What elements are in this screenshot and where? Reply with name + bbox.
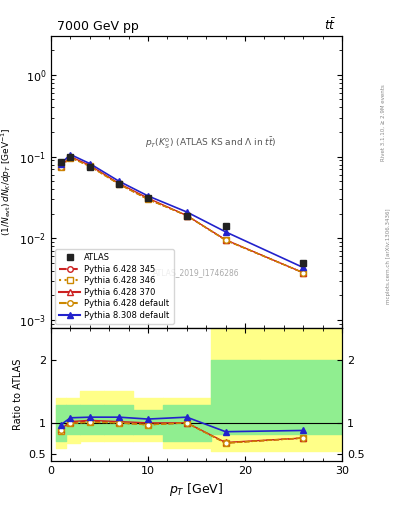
ATLAS <box>146 195 151 201</box>
Pythia 8.308 default <box>146 193 151 199</box>
ATLAS <box>59 159 63 165</box>
Pythia 6.428 346 <box>88 163 92 169</box>
Legend: ATLAS, Pythia 6.428 345, Pythia 6.428 346, Pythia 6.428 370, Pythia 6.428 defaul: ATLAS, Pythia 6.428 345, Pythia 6.428 34… <box>55 249 174 324</box>
Line: ATLAS: ATLAS <box>57 154 307 266</box>
Pythia 6.428 370 <box>223 237 228 243</box>
Pythia 8.308 default <box>88 161 92 167</box>
Pythia 6.428 370 <box>146 195 151 201</box>
Text: mcplots.cern.ch [arXiv:1306.3436]: mcplots.cern.ch [arXiv:1306.3436] <box>386 208 391 304</box>
Pythia 6.428 370 <box>301 270 305 276</box>
Pythia 6.428 346 <box>59 164 63 170</box>
Pythia 8.308 default <box>223 229 228 235</box>
Pythia 8.308 default <box>184 209 189 215</box>
Pythia 6.428 default <box>223 237 228 243</box>
Pythia 6.428 345 <box>184 212 189 219</box>
Pythia 6.428 default <box>117 181 121 187</box>
Line: Pythia 6.428 default: Pythia 6.428 default <box>58 155 306 275</box>
Pythia 8.308 default <box>59 161 63 167</box>
ATLAS <box>88 164 92 170</box>
Pythia 8.308 default <box>301 264 305 270</box>
Pythia 6.428 346 <box>146 196 151 202</box>
Pythia 6.428 default <box>68 155 73 161</box>
Pythia 6.428 346 <box>223 237 228 243</box>
Line: Pythia 6.428 370: Pythia 6.428 370 <box>58 154 306 275</box>
ATLAS <box>117 181 121 187</box>
Pythia 6.428 370 <box>88 162 92 168</box>
Text: ATLAS_2019_I1746286: ATLAS_2019_I1746286 <box>153 268 240 278</box>
Text: $p_T(K^0_S)$ (ATLAS KS and $\Lambda$ in $t\bar{t}$): $p_T(K^0_S)$ (ATLAS KS and $\Lambda$ in … <box>145 136 277 152</box>
Pythia 6.428 370 <box>59 163 63 169</box>
X-axis label: $p_T$ [GeV]: $p_T$ [GeV] <box>169 481 224 498</box>
ATLAS <box>184 212 189 219</box>
Pythia 6.428 370 <box>117 180 121 186</box>
Pythia 6.428 345 <box>68 154 73 160</box>
Pythia 6.428 345 <box>146 196 151 202</box>
Y-axis label: Ratio to ATLAS: Ratio to ATLAS <box>13 359 23 430</box>
Pythia 6.428 default <box>146 196 151 202</box>
Pythia 6.428 346 <box>117 181 121 187</box>
Pythia 6.428 345 <box>117 181 121 187</box>
Pythia 6.428 346 <box>68 155 73 161</box>
Pythia 6.428 default <box>59 164 63 170</box>
ATLAS <box>68 154 73 160</box>
Pythia 6.428 345 <box>59 164 63 170</box>
Pythia 6.428 345 <box>88 163 92 169</box>
Pythia 8.308 default <box>117 178 121 184</box>
Pythia 6.428 345 <box>301 270 305 276</box>
Text: 7000 GeV pp: 7000 GeV pp <box>57 20 139 33</box>
Pythia 6.428 346 <box>184 212 189 219</box>
ATLAS <box>223 223 228 229</box>
Text: $t\bar{t}$: $t\bar{t}$ <box>324 17 336 33</box>
Pythia 6.428 370 <box>68 154 73 160</box>
Pythia 6.428 default <box>301 270 305 276</box>
Pythia 6.428 default <box>88 163 92 169</box>
ATLAS <box>301 260 305 266</box>
Line: Pythia 8.308 default: Pythia 8.308 default <box>58 152 306 270</box>
Text: Rivet 3.1.10, ≥ 2.9M events: Rivet 3.1.10, ≥ 2.9M events <box>381 84 386 161</box>
Pythia 8.308 default <box>68 152 73 158</box>
Pythia 6.428 default <box>184 212 189 219</box>
Line: Pythia 6.428 345: Pythia 6.428 345 <box>58 155 306 275</box>
Pythia 6.428 370 <box>184 212 189 219</box>
Y-axis label: $(1/N_{\rm evt})\,dN_K/dp_T\;[\mathrm{GeV}^{-1}]$: $(1/N_{\rm evt})\,dN_K/dp_T\;[\mathrm{Ge… <box>0 127 14 236</box>
Pythia 6.428 346 <box>301 270 305 276</box>
Line: Pythia 6.428 346: Pythia 6.428 346 <box>58 155 306 275</box>
Pythia 6.428 345 <box>223 237 228 243</box>
